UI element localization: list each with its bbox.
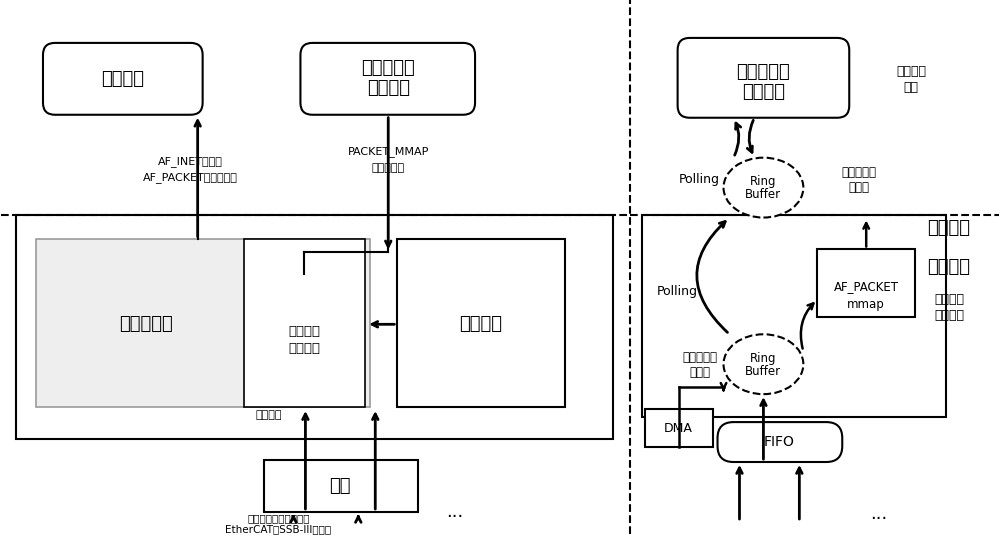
Bar bbox=[264, 460, 418, 512]
Text: 数据包的: 数据包的 bbox=[288, 325, 320, 338]
Text: 实时以太网: 实时以太网 bbox=[682, 351, 717, 364]
Text: AF_PACKET: AF_PACKET bbox=[834, 280, 899, 293]
Text: ...: ... bbox=[446, 503, 464, 521]
Bar bbox=[817, 249, 915, 317]
Ellipse shape bbox=[724, 158, 803, 218]
Text: Polling: Polling bbox=[657, 285, 698, 298]
Text: 网卡驱动: 网卡驱动 bbox=[460, 315, 503, 333]
Ellipse shape bbox=[724, 334, 803, 394]
Text: 数据包: 数据包 bbox=[689, 366, 710, 379]
Text: 总线线程: 总线线程 bbox=[742, 83, 785, 101]
Text: 数据包的: 数据包的 bbox=[896, 65, 926, 78]
Text: Buffer: Buffer bbox=[745, 188, 781, 201]
Text: 原始套接字: 原始套接字 bbox=[372, 163, 405, 173]
Text: 网络协议栈: 网络协议栈 bbox=[119, 315, 173, 333]
Text: 总线组件: 总线组件 bbox=[367, 79, 410, 97]
Text: Buffer: Buffer bbox=[745, 365, 781, 378]
Bar bbox=[36, 240, 370, 407]
Text: 内核空间: 内核空间 bbox=[928, 258, 971, 277]
Text: 处理: 处理 bbox=[904, 81, 919, 94]
Text: 入口捕获: 入口捕获 bbox=[255, 410, 282, 420]
Text: 实时以太网: 实时以太网 bbox=[361, 59, 415, 77]
Text: DMA: DMA bbox=[664, 422, 693, 434]
Text: AF_INET套接字: AF_INET套接字 bbox=[158, 156, 223, 167]
Text: 用户空间: 用户空间 bbox=[928, 218, 971, 236]
Text: 以太网现场总线数据包: 以太网现场总线数据包 bbox=[247, 513, 310, 523]
Bar bbox=[642, 215, 946, 417]
Text: PACKET_MMAP: PACKET_MMAP bbox=[348, 146, 429, 157]
Text: ...: ... bbox=[871, 505, 888, 523]
Bar bbox=[244, 240, 365, 407]
Text: Ring: Ring bbox=[750, 175, 777, 188]
Text: 数据包: 数据包 bbox=[849, 181, 870, 194]
Text: 捕获转发: 捕获转发 bbox=[288, 342, 320, 355]
Text: 实时以太网: 实时以太网 bbox=[737, 63, 790, 81]
Text: 其他应用: 其他应用 bbox=[101, 70, 144, 88]
Text: EtherCAT、SSB-III等实时: EtherCAT、SSB-III等实时 bbox=[225, 524, 332, 534]
Text: mmap: mmap bbox=[847, 298, 885, 311]
Text: 网卡: 网卡 bbox=[330, 477, 351, 495]
Bar bbox=[397, 240, 565, 407]
Text: Polling: Polling bbox=[679, 173, 720, 186]
Text: AF_PACKET标准套接字: AF_PACKET标准套接字 bbox=[143, 172, 238, 183]
Text: FIFO: FIFO bbox=[764, 435, 795, 449]
FancyBboxPatch shape bbox=[300, 43, 475, 114]
FancyBboxPatch shape bbox=[678, 38, 849, 118]
Text: 捕获转发: 捕获转发 bbox=[934, 309, 964, 322]
FancyBboxPatch shape bbox=[43, 43, 203, 114]
Bar bbox=[16, 215, 613, 439]
Bar bbox=[645, 409, 713, 447]
Text: 实时以太网: 实时以太网 bbox=[842, 166, 877, 179]
Text: 数据包的: 数据包的 bbox=[934, 293, 964, 306]
FancyBboxPatch shape bbox=[718, 422, 842, 462]
Text: Ring: Ring bbox=[750, 351, 777, 365]
